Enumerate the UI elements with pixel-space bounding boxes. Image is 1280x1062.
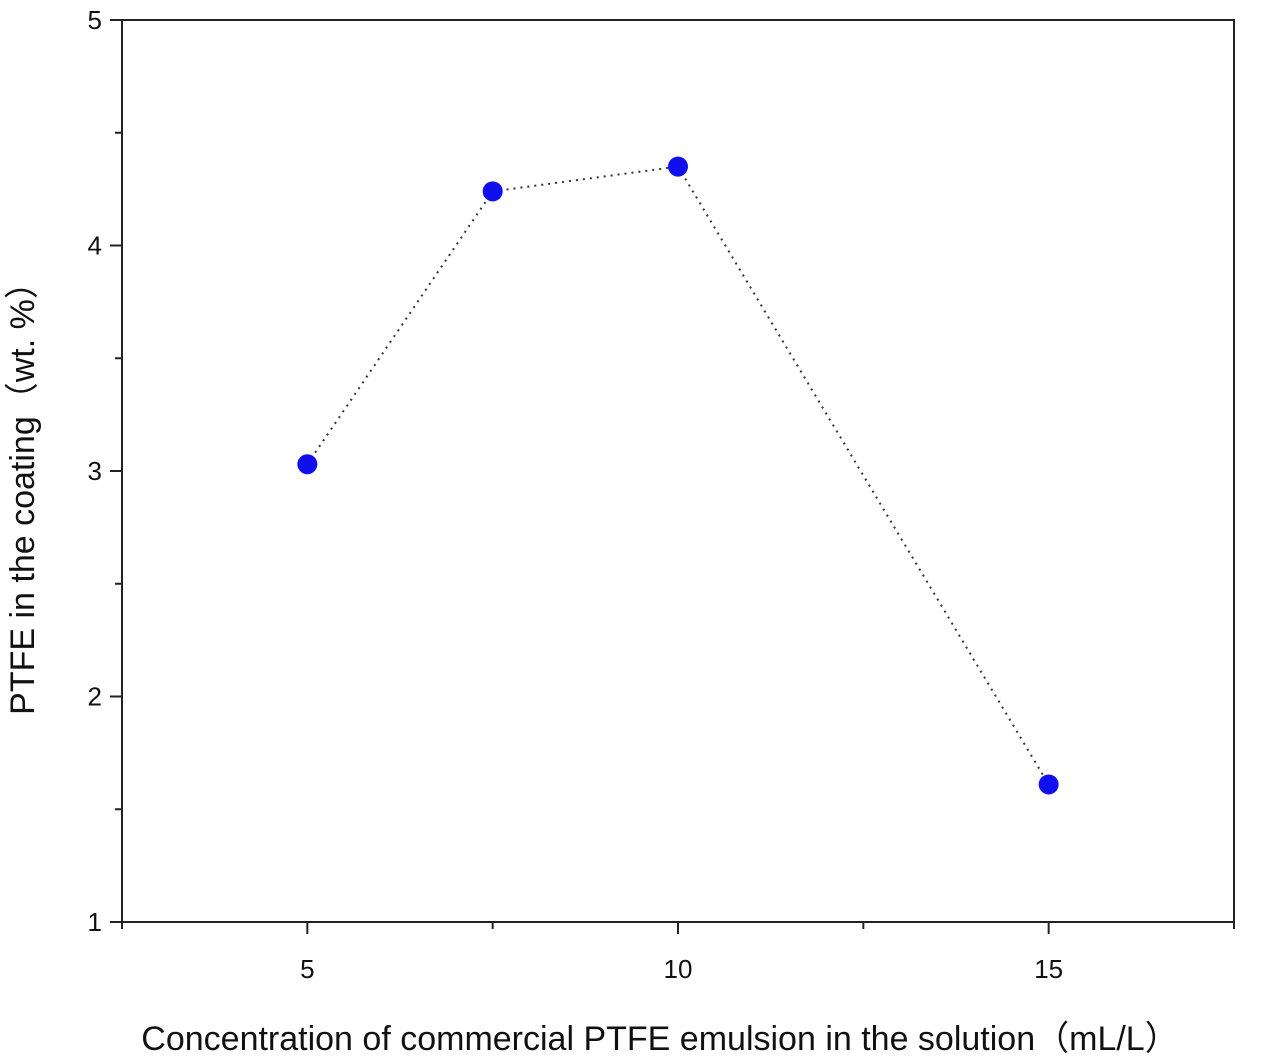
plot-frame xyxy=(121,19,1235,923)
x-axis-tick-labels: 5 10 15 xyxy=(300,954,1063,984)
x-axis-title: Concentration of commercial PTFE emulsio… xyxy=(141,1020,1178,1058)
y-tick-label: 5 xyxy=(88,5,102,35)
y-tick-label: 1 xyxy=(88,907,102,937)
y-tick-label: 4 xyxy=(88,231,102,261)
y-tick-label: 2 xyxy=(88,682,102,712)
y-axis-ticks xyxy=(110,19,122,923)
y-tick-label: 3 xyxy=(88,456,102,486)
series-connector-line xyxy=(677,166,1050,785)
x-tick-label: 15 xyxy=(1034,954,1063,984)
y-axis-tick-labels: 1 2 3 4 5 xyxy=(88,5,102,937)
series-points xyxy=(297,156,1059,795)
x-tick-label: 10 xyxy=(664,954,693,984)
data-point xyxy=(482,181,503,202)
series-connector-line xyxy=(492,165,679,193)
x-axis-ticks xyxy=(121,922,1235,934)
data-point xyxy=(297,454,318,475)
data-point xyxy=(1038,774,1059,795)
x-tick-label: 5 xyxy=(300,954,314,984)
y-axis-title: PTFE in the coating（wt. %） xyxy=(4,265,42,715)
series-lines xyxy=(306,165,1050,785)
series-connector-line xyxy=(306,190,494,465)
data-point xyxy=(668,156,688,177)
